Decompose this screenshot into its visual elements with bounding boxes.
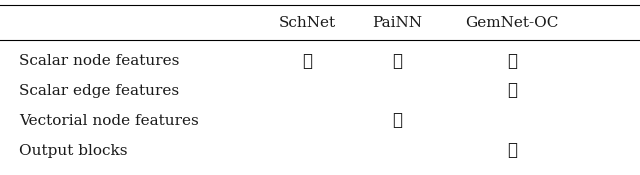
Text: ✓: ✓	[507, 142, 517, 159]
Text: Vectorial node features: Vectorial node features	[19, 114, 199, 128]
Text: SchNet: SchNet	[278, 16, 336, 30]
Text: PaiNN: PaiNN	[372, 16, 422, 30]
Text: ✓: ✓	[392, 112, 402, 129]
Text: ✓: ✓	[302, 53, 312, 70]
Text: ✓: ✓	[507, 53, 517, 70]
Text: Scalar edge features: Scalar edge features	[19, 84, 179, 98]
Text: ✓: ✓	[392, 53, 402, 70]
Text: Scalar node features: Scalar node features	[19, 54, 180, 68]
Text: GemNet-OC: GemNet-OC	[465, 16, 559, 30]
Text: ✓: ✓	[507, 82, 517, 100]
Text: Output blocks: Output blocks	[19, 144, 128, 158]
